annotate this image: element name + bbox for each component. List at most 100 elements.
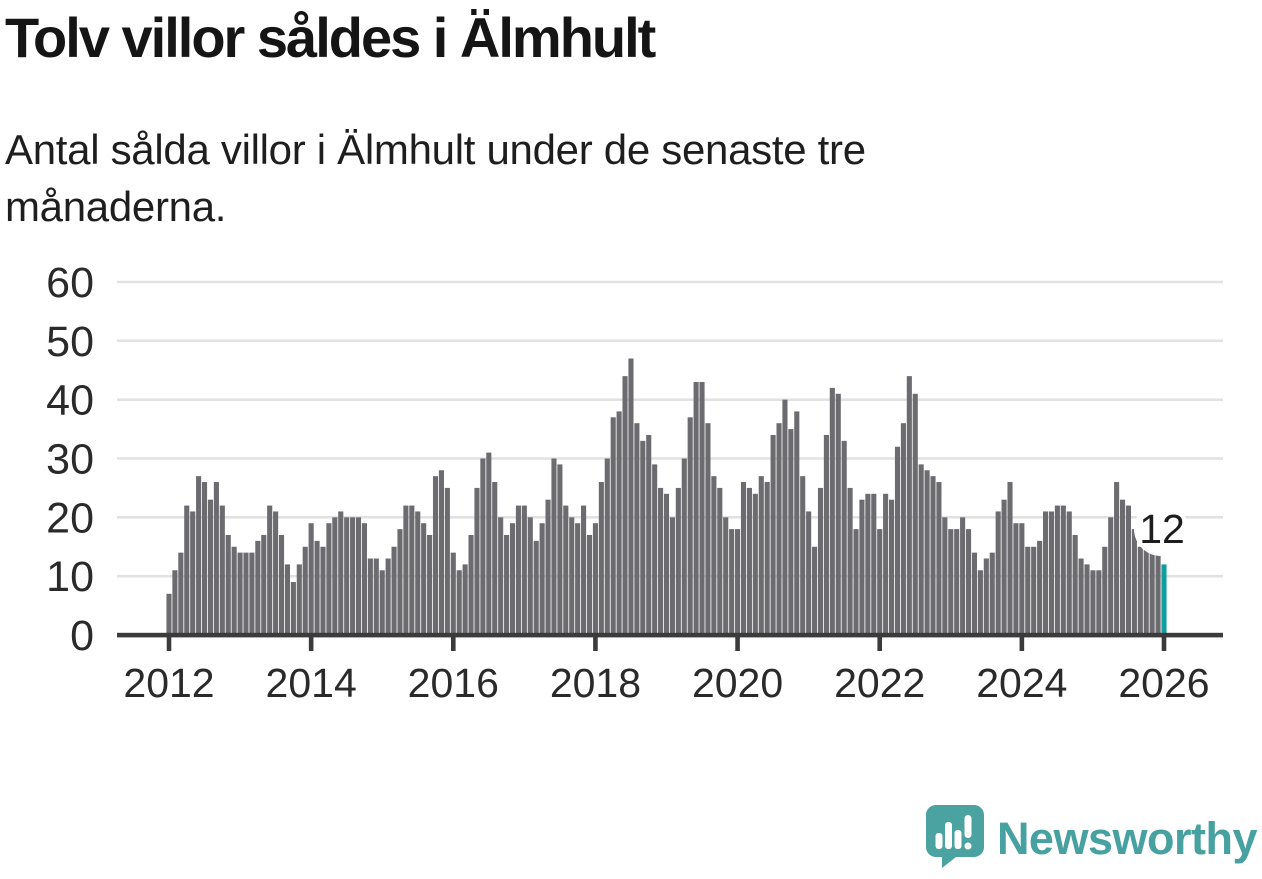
bar	[705, 423, 711, 635]
bar	[1143, 540, 1149, 635]
bar	[782, 399, 788, 635]
bar	[385, 558, 391, 635]
bar	[1125, 505, 1132, 635]
bar	[586, 534, 593, 635]
bar	[1072, 534, 1078, 635]
bar	[296, 564, 302, 635]
bar	[930, 476, 936, 635]
bar	[1131, 529, 1137, 635]
bar	[344, 517, 350, 635]
bar	[551, 458, 557, 635]
bar	[616, 411, 622, 635]
bar	[622, 376, 628, 635]
x-axis-tick-label: 2026	[1118, 660, 1209, 706]
bar	[1096, 570, 1102, 635]
x-axis-tick	[1161, 635, 1167, 651]
bar	[640, 440, 646, 635]
bar	[817, 487, 824, 635]
bar	[735, 529, 741, 635]
bar	[444, 487, 450, 635]
bar	[255, 540, 261, 635]
bar	[871, 493, 877, 635]
bar	[1054, 505, 1060, 635]
bar	[788, 429, 794, 635]
x-axis-tick	[735, 635, 740, 651]
bar	[948, 529, 954, 635]
bar	[936, 482, 942, 635]
bar	[829, 387, 835, 635]
bar	[942, 517, 948, 635]
bar	[853, 529, 859, 635]
bar	[646, 434, 652, 635]
y-axis-tick-label: 30	[46, 436, 94, 484]
bar	[190, 511, 196, 635]
bar	[883, 493, 889, 635]
bar	[658, 487, 664, 635]
bar	[693, 382, 699, 635]
bar	[219, 505, 225, 635]
bar	[1042, 511, 1049, 635]
x-axis-tick-label: 2018	[550, 660, 641, 706]
bar	[225, 534, 231, 635]
value-callout-bubble	[1133, 502, 1188, 556]
x-axis-tick-label: 2020	[692, 660, 783, 706]
bar	[1037, 540, 1043, 635]
bar	[166, 593, 172, 635]
newsworthy-logo: Newsworthy	[925, 805, 1258, 873]
page-subtitle: Antal sålda villor i Älmhult under de se…	[5, 126, 866, 231]
bar	[486, 452, 492, 635]
bar	[462, 564, 468, 635]
bar	[409, 505, 415, 635]
bar	[290, 582, 296, 635]
x-axis-tick-label: 2022	[834, 660, 925, 706]
bar	[1102, 546, 1108, 635]
bar	[865, 493, 871, 635]
y-axis-tick-label: 60	[46, 259, 94, 307]
bar	[960, 517, 966, 635]
bar	[563, 505, 569, 635]
bar	[172, 570, 178, 635]
bar	[977, 570, 983, 635]
bar	[243, 552, 249, 635]
bar	[498, 517, 504, 635]
bar	[521, 505, 527, 635]
bar	[995, 511, 1001, 635]
bar	[823, 434, 829, 635]
bar	[338, 511, 344, 635]
x-axis-tick	[166, 635, 172, 651]
bar	[332, 517, 338, 635]
bar	[663, 493, 670, 635]
x-axis-tick	[877, 635, 883, 651]
x-axis-tick-label: 2014	[266, 660, 357, 706]
bar	[361, 523, 367, 635]
bar	[681, 458, 687, 635]
bar	[267, 505, 273, 635]
bar	[545, 499, 551, 635]
bar	[652, 464, 658, 635]
bar	[841, 440, 847, 635]
bar	[432, 476, 439, 635]
bar	[557, 464, 563, 635]
page-title: Tolv villor såldes i Älmhult	[5, 6, 656, 69]
bar	[812, 546, 818, 635]
x-axis-tick-label: 2024	[976, 660, 1067, 706]
bar	[450, 552, 456, 635]
bar	[196, 476, 202, 635]
bar	[581, 505, 587, 635]
bar	[231, 546, 237, 635]
newsworthy-logo-text: Newsworthy	[996, 813, 1258, 864]
highlight-bar	[1161, 564, 1167, 635]
x-axis-line	[117, 632, 1223, 638]
bar	[776, 423, 782, 635]
bar	[391, 546, 397, 635]
bar	[983, 558, 989, 635]
bar	[717, 487, 723, 635]
bar	[569, 517, 575, 635]
bar	[1090, 570, 1096, 635]
bar	[397, 529, 403, 635]
bar	[184, 505, 190, 635]
x-axis-tick	[593, 635, 598, 651]
y-axis-tick-label: 50	[46, 318, 94, 366]
bar	[379, 570, 385, 635]
